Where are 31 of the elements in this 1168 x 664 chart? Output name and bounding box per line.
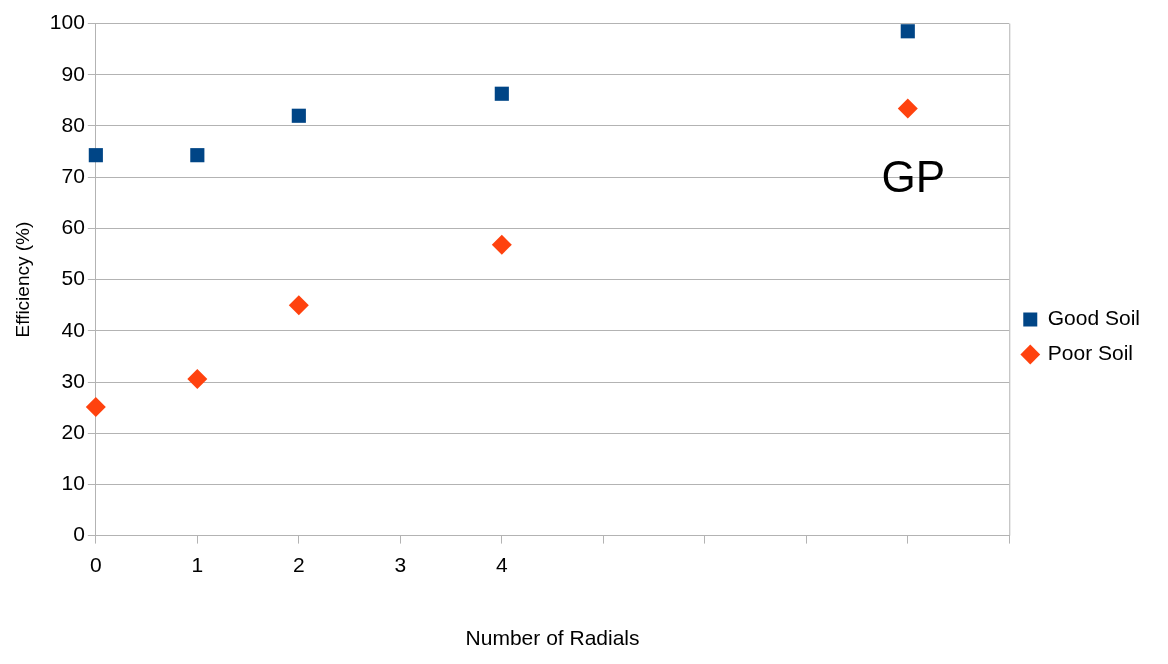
y-tick-label: 70 bbox=[61, 164, 85, 187]
y-tick-label: 100 bbox=[49, 10, 85, 34]
legend-label: Good Soil bbox=[1047, 306, 1141, 330]
point bbox=[491, 234, 512, 255]
y-tick-label: 30 bbox=[61, 368, 85, 392]
point bbox=[291, 108, 306, 123]
point bbox=[85, 397, 106, 418]
x-tick-label: 3 bbox=[394, 553, 407, 576]
x-tick-label: 0 bbox=[89, 553, 102, 576]
x-tick-label: 1 bbox=[191, 553, 204, 576]
y-tick-label: 60 bbox=[61, 215, 85, 239]
y-tick-label: 90 bbox=[61, 61, 85, 85]
point bbox=[187, 368, 208, 389]
y-tick-label: 0 bbox=[73, 522, 85, 546]
point bbox=[494, 86, 509, 101]
point bbox=[897, 98, 918, 119]
point bbox=[288, 295, 309, 316]
y-tick-label: 80 bbox=[61, 112, 85, 136]
y-tick-label: 40 bbox=[61, 317, 85, 341]
point bbox=[190, 148, 205, 163]
x-tick-label: 2 bbox=[292, 553, 305, 576]
y-tick-label: 50 bbox=[61, 266, 85, 290]
y-tick-label: 20 bbox=[61, 420, 85, 443]
point bbox=[900, 24, 915, 39]
point bbox=[88, 148, 103, 163]
legend-label: Poor Soil bbox=[1047, 341, 1133, 365]
annotation: GP bbox=[881, 151, 946, 201]
y-axis-title: Efficiency (%) bbox=[11, 221, 33, 338]
x-axis-title: Number of Radials bbox=[465, 626, 640, 650]
x-tick-label: 4 bbox=[495, 553, 508, 576]
y-tick-label: 10 bbox=[61, 471, 85, 495]
